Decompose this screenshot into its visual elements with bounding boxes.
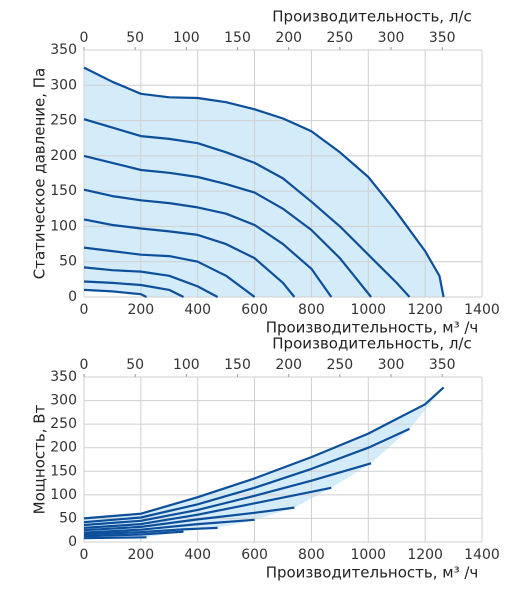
curve [83,288,147,298]
x-tick-label: 1000 [350,302,386,318]
curve [83,530,184,538]
x2-tick-label: 200 [275,30,302,46]
x-tick-label: 0 [80,547,89,563]
x-tick-label: 1200 [407,302,443,318]
curve [83,526,218,536]
curve [83,266,219,298]
y-tick-label: 100 [50,218,77,234]
x2-tick-label: 350 [429,30,456,46]
x-tick-label: 600 [241,302,268,318]
x2-tick-label: 0 [80,30,89,46]
curve [83,246,256,298]
x2-tick-label: 250 [326,357,353,373]
y-tick-label: 250 [50,416,77,432]
x-tick-label: 400 [184,547,211,563]
curve [83,154,372,298]
x2-tick-label: 50 [126,30,144,46]
x2-tick-label: 300 [378,30,405,46]
x-tick-label: 200 [127,547,154,563]
shaded-area [84,67,444,298]
y-tick-label: 350 [50,369,77,385]
x2-tick-label: 250 [326,30,353,46]
curve [83,218,296,298]
y-tick-label: 200 [50,440,77,456]
x2-tick-label: 0 [80,357,89,373]
x-tick-label: 800 [298,547,325,563]
x-tick-label: 1000 [350,547,386,563]
curve [83,518,255,534]
y-tick-label: 100 [50,487,77,503]
curve [83,462,372,527]
x-axis-title: Производительность, м³ /ч [266,319,479,337]
y-tick-label: 350 [50,42,77,58]
x2-tick-label: 300 [378,357,405,373]
y-axis-title: Мощность, Вт [31,404,49,514]
y-axis-title: Статическое давление, Па [31,68,49,279]
y-tick-label: 300 [50,77,77,93]
curve [83,386,445,520]
x2-tick-label: 100 [173,30,200,46]
y-tick-label: 50 [59,254,77,270]
y-tick-label: 200 [50,148,77,164]
curve [83,66,445,298]
x2-axis-title: Производительность, л/с [272,8,471,26]
y-tick-label: 0 [68,289,77,305]
x2-tick-label: 150 [224,30,251,46]
curve [83,188,333,298]
y-tick-label: 150 [50,183,77,199]
x-tick-label: 1200 [407,547,443,563]
shaded-area [84,387,444,539]
x-tick-label: 200 [127,302,154,318]
x2-tick-label: 200 [275,357,302,373]
curve [83,536,147,540]
curve [83,506,295,532]
x2-tick-label: 50 [126,357,144,373]
x2-axis-title: Производительность, л/с [272,335,471,353]
x2-tick-label: 100 [173,357,200,373]
curve [83,427,410,524]
x-tick-label: 800 [298,302,325,318]
x2-tick-label: 350 [429,357,456,373]
x-tick-label: 0 [80,302,89,318]
y-tick-label: 150 [50,463,77,479]
curve [83,486,332,529]
y-tick-label: 50 [59,510,77,526]
curve [83,280,184,298]
y-tick-label: 0 [68,534,77,550]
y-tick-label: 300 [50,393,77,409]
y-tick-label: 250 [50,113,77,129]
x2-tick-label: 150 [224,357,251,373]
curve [83,118,411,298]
x-axis-title: Производительность, м³ /ч [266,564,479,582]
x-tick-label: 600 [241,547,268,563]
x-tick-label: 1400 [464,547,500,563]
x-tick-label: 1400 [464,302,500,318]
x-tick-label: 400 [184,302,211,318]
